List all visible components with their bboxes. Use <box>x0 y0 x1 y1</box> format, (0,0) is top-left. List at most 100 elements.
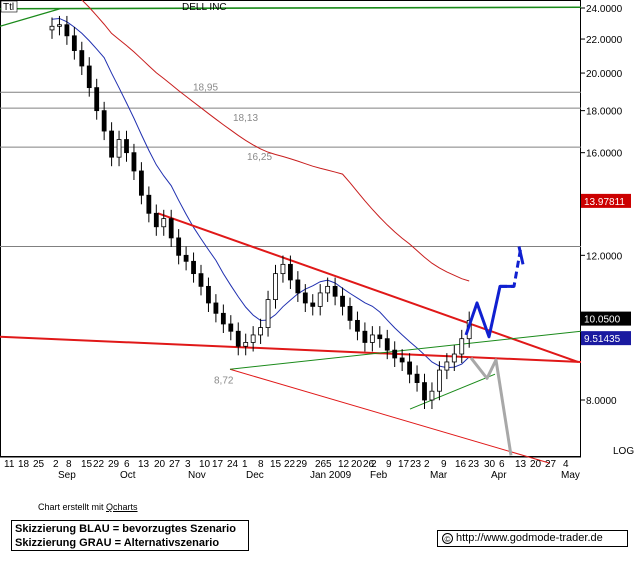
candle-body <box>220 312 226 325</box>
x-day-label: 30 <box>484 459 496 470</box>
x-day-label: 15 <box>81 459 93 470</box>
candle-body <box>459 338 465 355</box>
candle-body <box>250 334 256 343</box>
candle-body <box>101 110 107 132</box>
source-url-box[interactable]: © http://www.godmode-trader.de <box>437 530 628 547</box>
x-day-label: 2 <box>371 459 377 470</box>
chart-title: DELL INC <box>182 2 227 13</box>
level-label: 18,95 <box>193 82 218 93</box>
x-day-label: 23 <box>410 459 422 470</box>
legend-line-gray: Skizzierung GRAU = Alternativszenario <box>15 537 220 549</box>
x-day-label: 12 <box>338 459 350 470</box>
candle-body <box>287 263 293 281</box>
candle-body <box>57 24 62 27</box>
x-day-label: 10 <box>199 459 211 470</box>
candle-body <box>332 285 338 297</box>
candle-body <box>317 292 323 307</box>
x-day-label: 13 <box>138 459 150 470</box>
candle-body <box>258 327 264 336</box>
level-label: 18,13 <box>233 113 258 124</box>
candle-body <box>384 338 390 351</box>
chart-credit: Chart erstellt mit Qcharts <box>38 502 138 512</box>
candle-body <box>273 273 278 300</box>
corner-label-box <box>0 0 18 13</box>
x-day-label: 29 <box>296 459 308 470</box>
candle-body <box>302 292 308 304</box>
candle-body <box>153 212 159 228</box>
x-month-label: Sep <box>58 470 76 481</box>
candle-body <box>49 25 55 31</box>
x-day-label: 4 <box>563 459 569 470</box>
candle-body <box>124 139 129 154</box>
x-day-label: 20 <box>530 459 542 470</box>
horizontal-level-line <box>0 6 582 10</box>
x-day-label: 5 <box>326 459 332 470</box>
x-day-label: 25 <box>33 459 45 470</box>
x-day-label: 2 <box>53 459 59 470</box>
source-url[interactable]: http://www.godmode-trader.de <box>456 532 603 544</box>
x-day-label: 9 <box>386 459 392 470</box>
x-day-label: 17 <box>398 459 410 470</box>
candle-body <box>414 373 420 383</box>
candle-body <box>377 334 383 340</box>
x-day-label: 13 <box>515 459 527 470</box>
low-annotation: 8,72 <box>214 375 234 386</box>
candle-body <box>168 218 174 239</box>
scenario-blue-path <box>464 284 514 339</box>
x-day-label: 18 <box>18 459 30 470</box>
candle-body <box>280 263 286 275</box>
x-day-label: 26 <box>315 459 327 470</box>
y-tick-label: 8.0000 <box>586 396 617 407</box>
x-month-label: May <box>561 470 580 481</box>
price-badge-label: 10.0500 <box>584 315 621 326</box>
x-day-label: 15 <box>270 459 282 470</box>
moving-average-blue <box>51 17 470 369</box>
candle-body <box>295 279 301 294</box>
candle-body <box>310 302 316 307</box>
legend-line-blue: Skizzierung BLAU = bevorzugtes Szenario <box>15 523 236 535</box>
y-tick-label: 20.0000 <box>586 69 623 80</box>
candle-body <box>369 334 375 343</box>
candle-body <box>71 35 77 51</box>
candle-body <box>392 349 398 359</box>
x-day-label: 6 <box>499 459 505 470</box>
candle-body <box>228 323 234 332</box>
candle-body <box>79 50 85 67</box>
moving-average-red <box>81 0 470 282</box>
y-tick-label: 12.0000 <box>586 251 623 262</box>
scenario-blue-dashed <box>500 246 523 288</box>
candle-body <box>347 305 353 321</box>
candle-body <box>235 330 241 347</box>
candle-body <box>355 319 360 332</box>
x-day-label: 9 <box>441 459 447 470</box>
scale-label: LOG <box>613 446 634 457</box>
x-day-label: 26 <box>363 459 375 470</box>
candle-body <box>340 295 345 307</box>
qcharts-link[interactable]: Qcharts <box>106 502 138 512</box>
candle-body <box>451 353 457 363</box>
resistance-trend-line <box>157 212 579 363</box>
x-day-label: 2 <box>424 459 430 470</box>
candle-body <box>407 361 413 375</box>
candle-body <box>176 237 182 256</box>
candle-body <box>436 369 442 392</box>
horizontal-support-line <box>0 335 582 363</box>
candle-body <box>138 170 144 196</box>
scenario-legend: Skizzierung BLAU = bevorzugtes Szenario … <box>11 520 249 551</box>
candle-body <box>206 285 211 304</box>
x-day-label: 24 <box>227 459 239 470</box>
candle-body <box>422 382 427 401</box>
price-badge <box>581 331 631 346</box>
candle-body <box>161 218 167 228</box>
candle-body <box>399 357 405 363</box>
x-month-label: Nov <box>188 470 206 481</box>
candle-body <box>183 254 189 262</box>
candle-body <box>86 65 92 89</box>
x-day-label: 3 <box>185 459 191 470</box>
x-day-label: 11 <box>4 459 15 470</box>
price-badge-label: 9.51435 <box>584 334 621 345</box>
x-day-label: 27 <box>545 459 557 470</box>
x-day-label: 8 <box>66 459 72 470</box>
price-badge <box>581 193 631 208</box>
scenario-gray-path <box>469 357 513 456</box>
